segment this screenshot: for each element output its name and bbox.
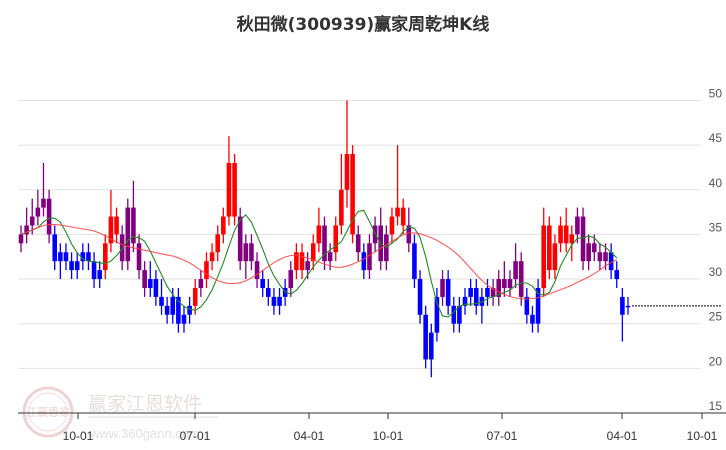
- moving-averages: [20, 209, 722, 318]
- watermark: 江赢恩家 赢家江恩软件 www.360gann.com: [22, 386, 218, 441]
- svg-text:赢家江恩软件: 赢家江恩软件: [88, 393, 202, 415]
- y-axis: 50 45 40 35 30 25 20 15: [709, 86, 723, 413]
- svg-text:江赢恩家: 江赢恩家: [26, 405, 70, 419]
- y-tick-label: 35: [709, 220, 723, 234]
- y-tick-label: 30: [709, 265, 723, 279]
- svg-text:www.360gann.com: www.360gann.com: [89, 426, 200, 441]
- candles: [18, 100, 631, 378]
- y-tick-label: 15: [709, 399, 723, 413]
- y-tick-label: 50: [709, 86, 723, 100]
- y-tick-label: 20: [709, 354, 723, 368]
- y-tick-label: 25: [709, 310, 723, 324]
- x-tick-label: 07-01: [487, 429, 518, 443]
- y-tick-label: 45: [709, 131, 723, 145]
- x-tick-label: 10-01: [687, 429, 718, 443]
- x-tick-label: 04-01: [607, 429, 638, 443]
- x-tick-label: 07-01: [180, 429, 211, 443]
- chart-title: 秋田微(300939)赢家周乾坤K线: [236, 15, 490, 35]
- x-tick-label: 04-01: [294, 429, 325, 443]
- y-tick-label: 40: [709, 176, 723, 190]
- x-tick-label: 10-01: [63, 429, 94, 443]
- x-tick-label: 10-01: [373, 429, 404, 443]
- x-axis: 10-01 07-01 04-01 10-01 07-01 04-01 10-01: [18, 412, 726, 443]
